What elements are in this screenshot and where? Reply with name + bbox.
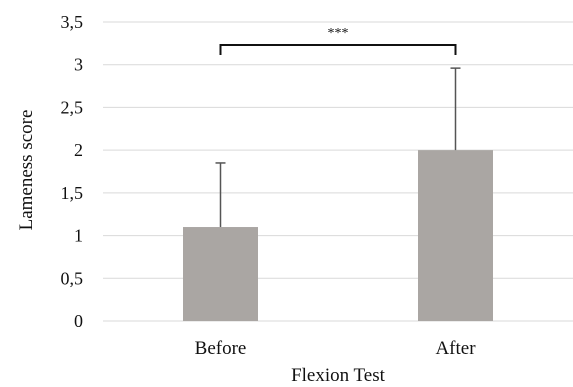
bar-layer — [183, 150, 493, 321]
bar-before — [183, 227, 258, 321]
significance-layer: *** — [219, 26, 457, 55]
error-bar-layer — [215, 67, 461, 228]
x-category-label: Before — [195, 338, 247, 359]
y-tick-label: 0,5 — [61, 268, 84, 288]
y-tick-label: 0 — [74, 311, 83, 331]
y-axis-title: Lameness score — [16, 110, 37, 231]
grid-layer — [103, 21, 573, 322]
x-category-layer: Before After — [195, 338, 477, 359]
y-tick-layer: 0 0,5 1 1,5 2 2,5 3 3,5 — [61, 12, 84, 331]
y-tick-label: 3,5 — [61, 12, 84, 32]
significance-label: *** — [328, 26, 349, 41]
y-tick-label: 1,5 — [61, 183, 84, 203]
y-tick-label: 2 — [74, 140, 83, 160]
bar-after — [418, 150, 493, 321]
x-category-label: After — [435, 338, 476, 359]
significance-bracket — [219, 44, 457, 55]
y-tick-label: 1 — [74, 226, 83, 246]
y-tick-label: 3 — [74, 55, 83, 75]
y-tick-label: 2,5 — [61, 97, 84, 117]
x-axis-title: Flexion Test — [291, 365, 386, 386]
